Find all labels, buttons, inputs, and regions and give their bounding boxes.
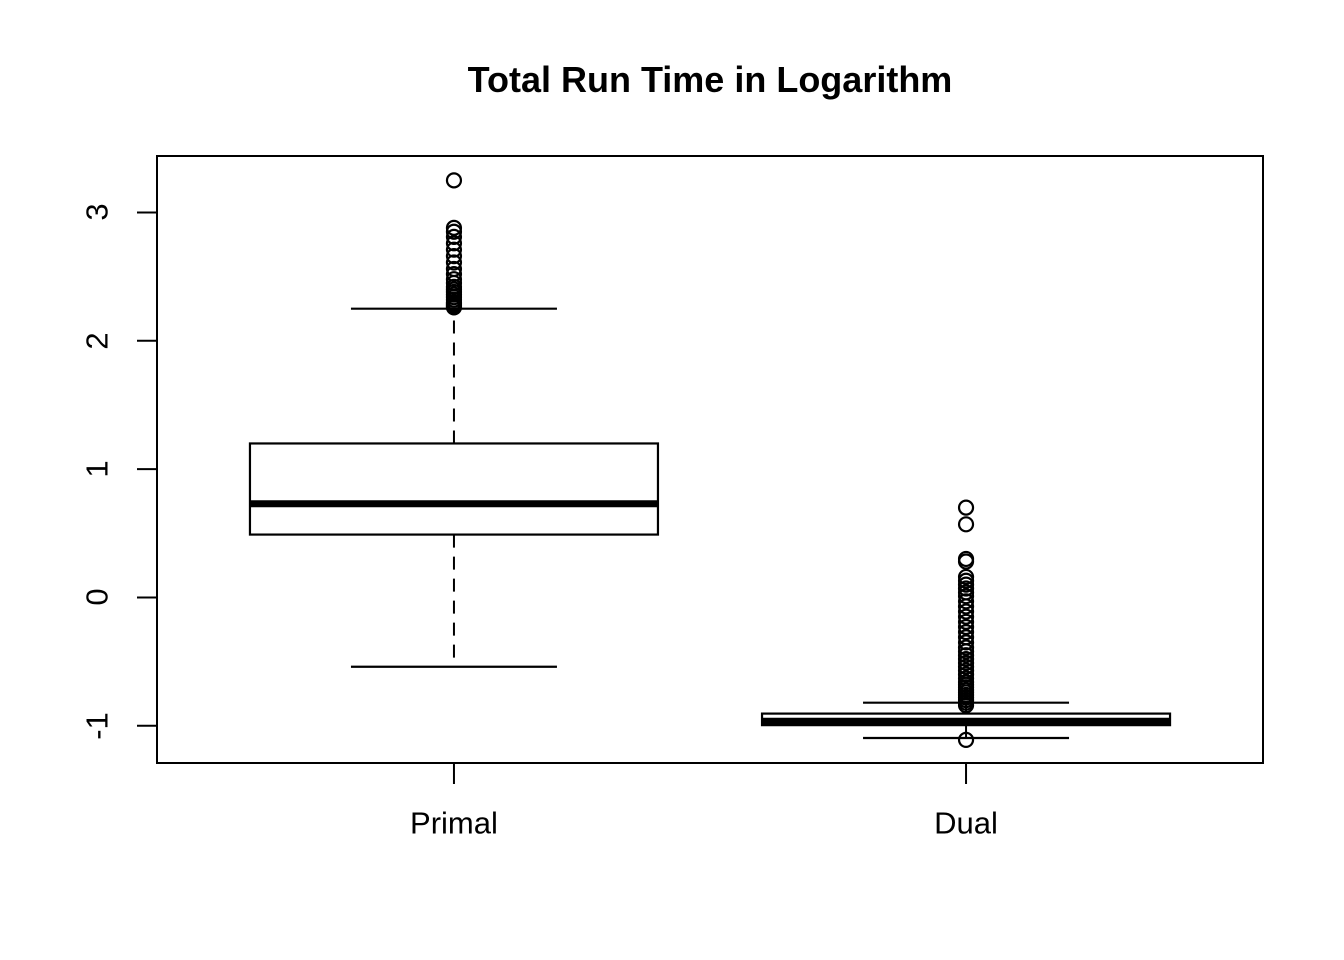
- outlier-point: [445, 235, 463, 252]
- outlier-point: [445, 172, 463, 189]
- outlier-point: [957, 618, 975, 636]
- outlier-point: [445, 241, 463, 258]
- outlier-point: [957, 593, 975, 610]
- plot-frame: [156, 155, 1264, 764]
- x-axis-label-primal: Primal: [410, 805, 498, 841]
- boxplot-primal: [248, 172, 660, 668]
- outlier-point: [957, 603, 975, 620]
- x-axis-ticks: [452, 763, 968, 784]
- outlier-point: [957, 613, 975, 630]
- outlier-point: [957, 697, 975, 714]
- chart-title: Total Run Time in Logarithm: [467, 59, 953, 100]
- iqr-box: [248, 442, 660, 536]
- outlier-point: [445, 228, 463, 245]
- x-axis-label-dual: Dual: [934, 805, 998, 841]
- outlier-point: [445, 223, 463, 240]
- outlier-point: [957, 624, 975, 641]
- outlier-point: [445, 254, 463, 271]
- outlier-point: [957, 553, 975, 570]
- outlier-point: [445, 299, 463, 316]
- outlier-point: [957, 608, 975, 625]
- outlier-point: [957, 634, 975, 651]
- y-axis-ticks: [137, 211, 157, 727]
- outlier-point: [445, 247, 463, 265]
- outlier-point: [957, 598, 975, 615]
- outlier-point: [957, 516, 975, 533]
- outlier-point: [957, 588, 975, 605]
- outlier-point: [445, 265, 463, 283]
- outlier-point: [957, 499, 975, 516]
- outlier-point: [957, 731, 975, 749]
- boxplot-dual: [760, 499, 1172, 749]
